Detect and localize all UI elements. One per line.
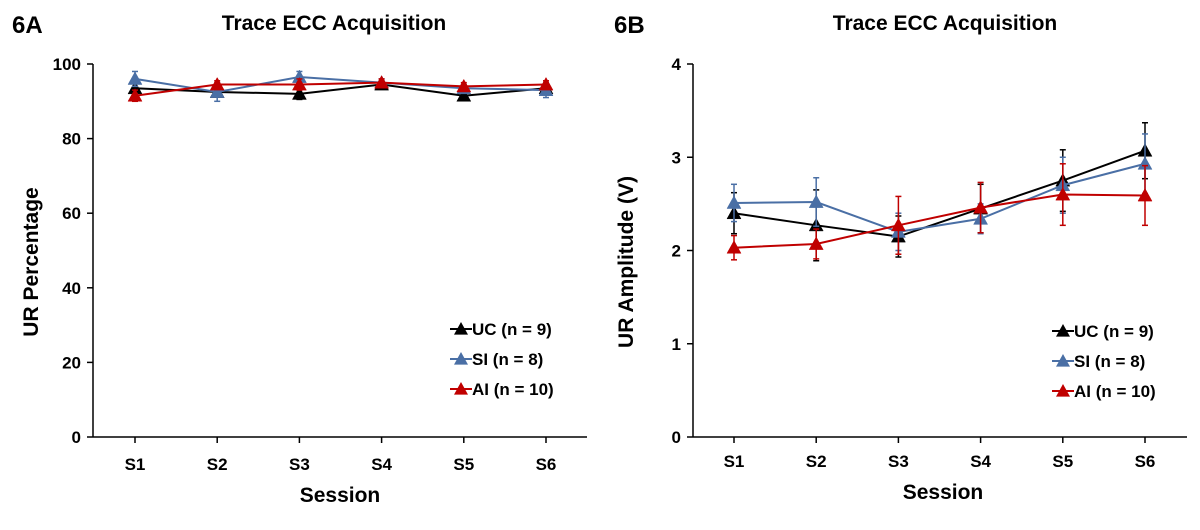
chart-b-point-ai [1137, 187, 1153, 202]
chart-a-line-si [134, 76, 547, 93]
chart-a-y-tick-label: 80 [62, 130, 81, 149]
chart-a-y-tick-label: 60 [62, 204, 81, 223]
chart-b-point-ai [973, 200, 989, 214]
chart-b-x-tick-label: S6 [1135, 452, 1156, 471]
chart-a-x-tick-label: S4 [371, 455, 392, 474]
chart-a-point-ai [538, 77, 554, 91]
chart-a-title: Trace ECC Acquisition [222, 12, 446, 35]
chart-b-legend-item-si: SI (n = 8) [1052, 352, 1145, 371]
chart-b-line-si [733, 162, 1146, 233]
chart-a-x-tick-label: S3 [289, 455, 310, 474]
chart-b-legend-marker-uc [1056, 324, 1070, 337]
chart-a-legend-item-si: SI (n = 8) [450, 350, 543, 369]
chart-b-plot: 0 1 2 3 4 S1 S2 S3 S4 S5 S6 UC (n = 9) SI (n = 8) AI … [672, 55, 1187, 471]
chart-a-point-ai [374, 75, 390, 89]
chart-a-y-tick-label: 20 [62, 353, 81, 372]
chart-b-y-tick-label: 0 [672, 428, 681, 447]
chart-b-legend-label-si: SI (n = 8) [1074, 352, 1145, 371]
chart-b-x-tick-label: S3 [888, 452, 909, 471]
chart-a-legend-item-ai: AI (n = 10) [450, 380, 554, 399]
chart-b-x-tick-label: S5 [1052, 452, 1073, 471]
chart-b-line-ai [733, 193, 1146, 249]
chart-a-legend-label-uc: UC (n = 9) [472, 320, 552, 339]
chart-a-point-si [209, 84, 225, 98]
chart-b-series-si [726, 133, 1153, 252]
chart-b-series-ai [726, 163, 1153, 261]
chart-a-series-ai [127, 75, 554, 103]
chart-a-legend-marker-si [454, 352, 468, 365]
chart-b-series-uc [726, 121, 1153, 262]
chart-a-y-tick-label: 0 [72, 428, 81, 447]
chart-b-point-ai [1055, 187, 1071, 201]
chart-a-y-tick-label: 100 [53, 55, 81, 74]
chart-b-line-uc [733, 149, 1146, 238]
chart-b-y-tick-label: 4 [672, 55, 682, 74]
chart-b-point-ai [890, 217, 906, 232]
chart-b-legend-label-uc: UC (n = 9) [1074, 322, 1154, 341]
panel-label-6b: 6B [614, 12, 645, 39]
chart-b-point-si [726, 195, 742, 209]
chart-b-point-ai [726, 240, 742, 254]
chart-a-legend-label-ai: AI (n = 10) [472, 380, 554, 399]
chart-b-ylabel: UR Amplitude (V) [615, 176, 638, 348]
chart-a-point-si [127, 71, 143, 85]
chart-a-legend-marker-ai [454, 382, 468, 395]
chart-b-point-si [808, 194, 824, 208]
chart-a-line-uc [134, 83, 547, 97]
chart-b-y-tick-label: 1 [672, 335, 681, 354]
chart-b-y-tick-label: 2 [672, 242, 681, 261]
chart-a-point-ai [209, 77, 225, 91]
chart-b-y-tick-label: 3 [672, 148, 681, 167]
chart-b-legend-marker-ai [1056, 384, 1070, 397]
chart-a-point-ai [456, 78, 472, 93]
chart-a-point-ai [291, 77, 307, 91]
chart-b-x-tick-label: S1 [724, 452, 745, 471]
panel-label-6a: 6A [12, 12, 43, 39]
chart-a-legend-marker-uc [454, 322, 468, 335]
chart-b-legend-item-uc: UC (n = 9) [1052, 322, 1154, 341]
chart-a-x-tick-label: S5 [453, 455, 474, 474]
chart-b-x-tick-label: S4 [970, 452, 991, 471]
chart-a-x-tick-label: S2 [207, 455, 228, 474]
chart-a-y-tick-label: 40 [62, 279, 81, 298]
chart-a-legend-label-si: SI (n = 8) [472, 350, 543, 369]
chart-a-point-ai [127, 88, 143, 102]
chart-a-legend-item-uc: UC (n = 9) [450, 320, 552, 339]
chart-b-point-ai [808, 236, 824, 250]
chart-a-xlabel: Session [300, 484, 381, 507]
chart-b-x-tick-label: S2 [806, 452, 827, 471]
chart-a-point-uc [456, 88, 472, 102]
chart-b-xlabel: Session [903, 481, 984, 504]
chart-b-legend-label-ai: AI (n = 10) [1074, 382, 1156, 401]
chart-a-point-uc [291, 86, 307, 100]
chart-b-title: Trace ECC Acquisition [833, 12, 1057, 35]
chart-a-plot: 0 20 40 60 80 100 S1 S2 S3 S4 S5 S6 UC (n = 9) SI (n … [53, 55, 587, 474]
chart-a-x-tick-label: S6 [536, 455, 557, 474]
chart-a-x-tick-label: S1 [125, 455, 146, 474]
chart-b-legend-item-ai: AI (n = 10) [1052, 382, 1156, 401]
chart-a-line-ai [134, 81, 547, 97]
chart-b-legend-marker-si [1056, 354, 1070, 367]
chart-a-ylabel: UR Percentage [20, 187, 43, 336]
